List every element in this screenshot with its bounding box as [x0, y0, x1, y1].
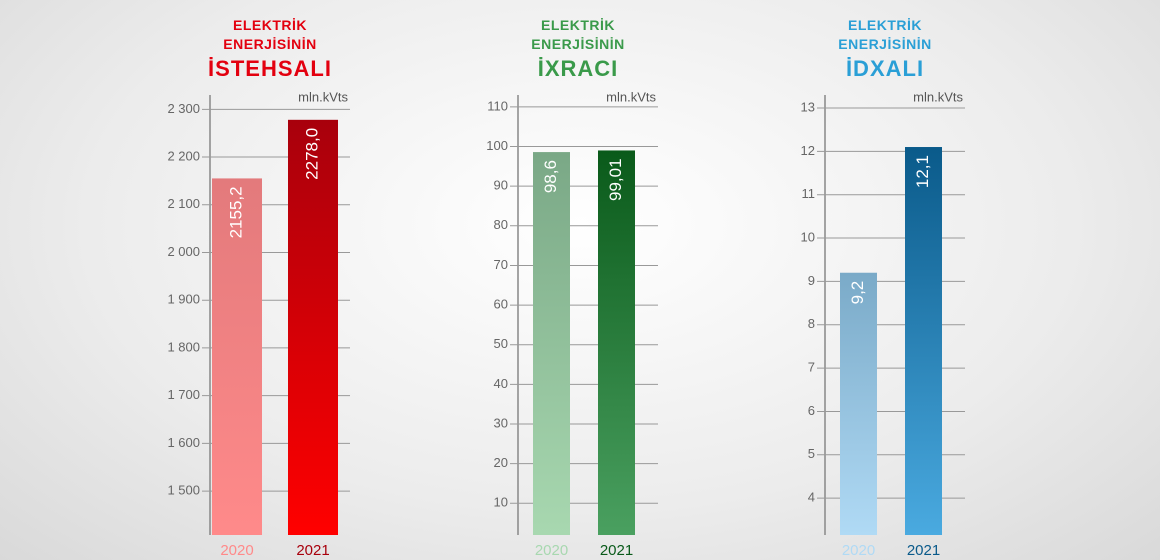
y-tick-label: 11: [802, 186, 816, 201]
y-tick-label: 1 500: [167, 483, 200, 498]
y-tick-label: 1 700: [167, 387, 200, 402]
y-tick-label: 50: [494, 336, 508, 351]
bar: [288, 120, 338, 535]
y-tick-label: 60: [494, 297, 508, 312]
chart-subtitle: İSTEHSALI: [190, 56, 350, 82]
chart-title: ELEKTRİK ENERJİSİNİN: [205, 16, 335, 54]
y-tick-label: 1 600: [167, 435, 200, 450]
y-tick-label: 8: [808, 316, 815, 331]
bar: [598, 150, 635, 535]
bar: [840, 273, 877, 535]
value-label: 2155,2: [226, 186, 245, 238]
y-tick-label: 9: [808, 273, 815, 288]
value-label: 9,2: [848, 281, 867, 305]
y-tick-label: 30: [494, 415, 508, 430]
x-tick-label: 2020: [535, 542, 568, 559]
bar: [905, 147, 942, 535]
y-tick-label: 2 000: [167, 244, 200, 259]
x-tick-label: 2021: [600, 542, 633, 559]
y-tick-label: 20: [494, 455, 508, 470]
y-tick-label: 5: [808, 446, 815, 461]
y-tick-label: 2 100: [167, 196, 200, 211]
y-tick-label: 1 900: [167, 292, 200, 307]
y-tick-label: 6: [808, 403, 815, 418]
y-tick-label: 10: [494, 495, 508, 510]
y-tick-label: 40: [494, 376, 508, 391]
y-tick-label: 2 300: [167, 101, 200, 116]
y-tick-label: 90: [494, 178, 508, 193]
y-tick-label: 80: [494, 217, 508, 232]
chart-subtitle: İXRACI: [498, 56, 658, 82]
y-tick-label: 110: [487, 98, 508, 113]
y-tick-label: 2 200: [167, 148, 200, 163]
x-tick-label: 2021: [907, 542, 940, 559]
y-tick-label: 12: [801, 143, 815, 158]
x-tick-label: 2020: [842, 542, 875, 559]
value-label: 12,1: [913, 155, 932, 188]
y-tick-label: 10: [801, 229, 815, 244]
y-axis-unit: mln.kVts: [298, 89, 348, 104]
value-label: 98,6: [541, 160, 560, 193]
y-tick-label: 70: [494, 257, 508, 272]
y-tick-label: 7: [808, 360, 815, 375]
y-tick-label: 1 800: [167, 339, 200, 354]
x-tick-label: 2021: [296, 542, 329, 559]
y-tick-label: 100: [486, 138, 508, 153]
x-tick-label: 2020: [220, 542, 253, 559]
chart-title: ELEKTRİK ENERJİSİNİN: [513, 16, 643, 54]
chart-title: ELEKTRİK ENERJİSİNİN: [820, 16, 950, 54]
y-axis-unit: mln.kVts: [913, 89, 963, 104]
chart-subtitle: İDXALI: [805, 56, 965, 82]
y-tick-label: 4: [808, 490, 815, 505]
y-axis-unit: mln.kVts: [606, 89, 656, 104]
value-label: 99,01: [606, 158, 625, 201]
y-tick-label: 13: [801, 99, 815, 114]
bar: [533, 152, 570, 535]
value-label: 2278,0: [302, 128, 321, 180]
